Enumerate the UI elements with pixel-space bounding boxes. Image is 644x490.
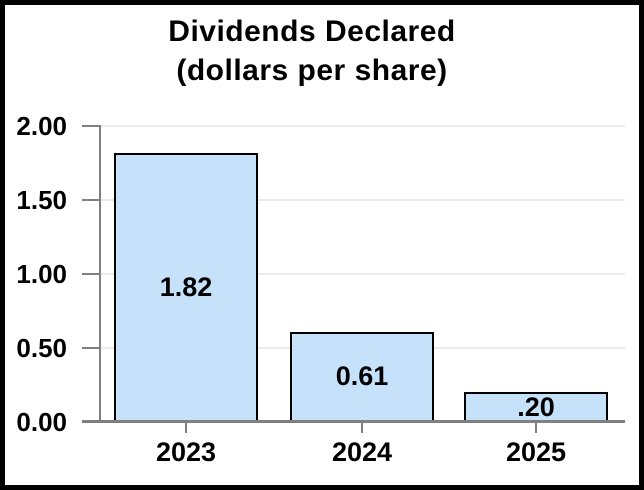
x-tick (185, 423, 187, 433)
bar-value-label: 0.61 (335, 361, 389, 392)
y-tick-label: 0.00 (16, 407, 67, 437)
x-tick (361, 423, 363, 433)
x-tick-label: 2025 (505, 437, 567, 467)
y-axis (99, 125, 101, 422)
x-axis (82, 420, 625, 423)
y-tick (82, 125, 100, 127)
x-tick-label: 2024 (331, 437, 393, 467)
y-tick-label: 1.50 (16, 185, 67, 215)
y-tick (82, 347, 100, 349)
y-tick (82, 199, 100, 201)
bar-2023: 1.82 (114, 152, 258, 422)
x-tick (535, 423, 537, 433)
bar-value-label: 1.82 (159, 271, 213, 302)
gridline (100, 199, 625, 201)
chart-subtitle: (dollars per share) (176, 54, 448, 87)
y-tick-label: 2.00 (16, 111, 67, 141)
chart-title: Dividends Declared (168, 15, 456, 48)
gridline (100, 125, 625, 127)
x-tick-label: 2023 (155, 437, 217, 467)
y-tick-label: 0.50 (16, 333, 67, 363)
y-tick-label: 1.00 (16, 259, 67, 289)
chart-title-block: Dividends Declared (dollars per share) (5, 12, 624, 90)
gridline (100, 273, 625, 275)
y-tick (82, 273, 100, 275)
bar-2024: 0.61 (290, 331, 434, 422)
bar-value-label: .20 (517, 391, 555, 422)
bar-2025: .20 (464, 392, 608, 422)
